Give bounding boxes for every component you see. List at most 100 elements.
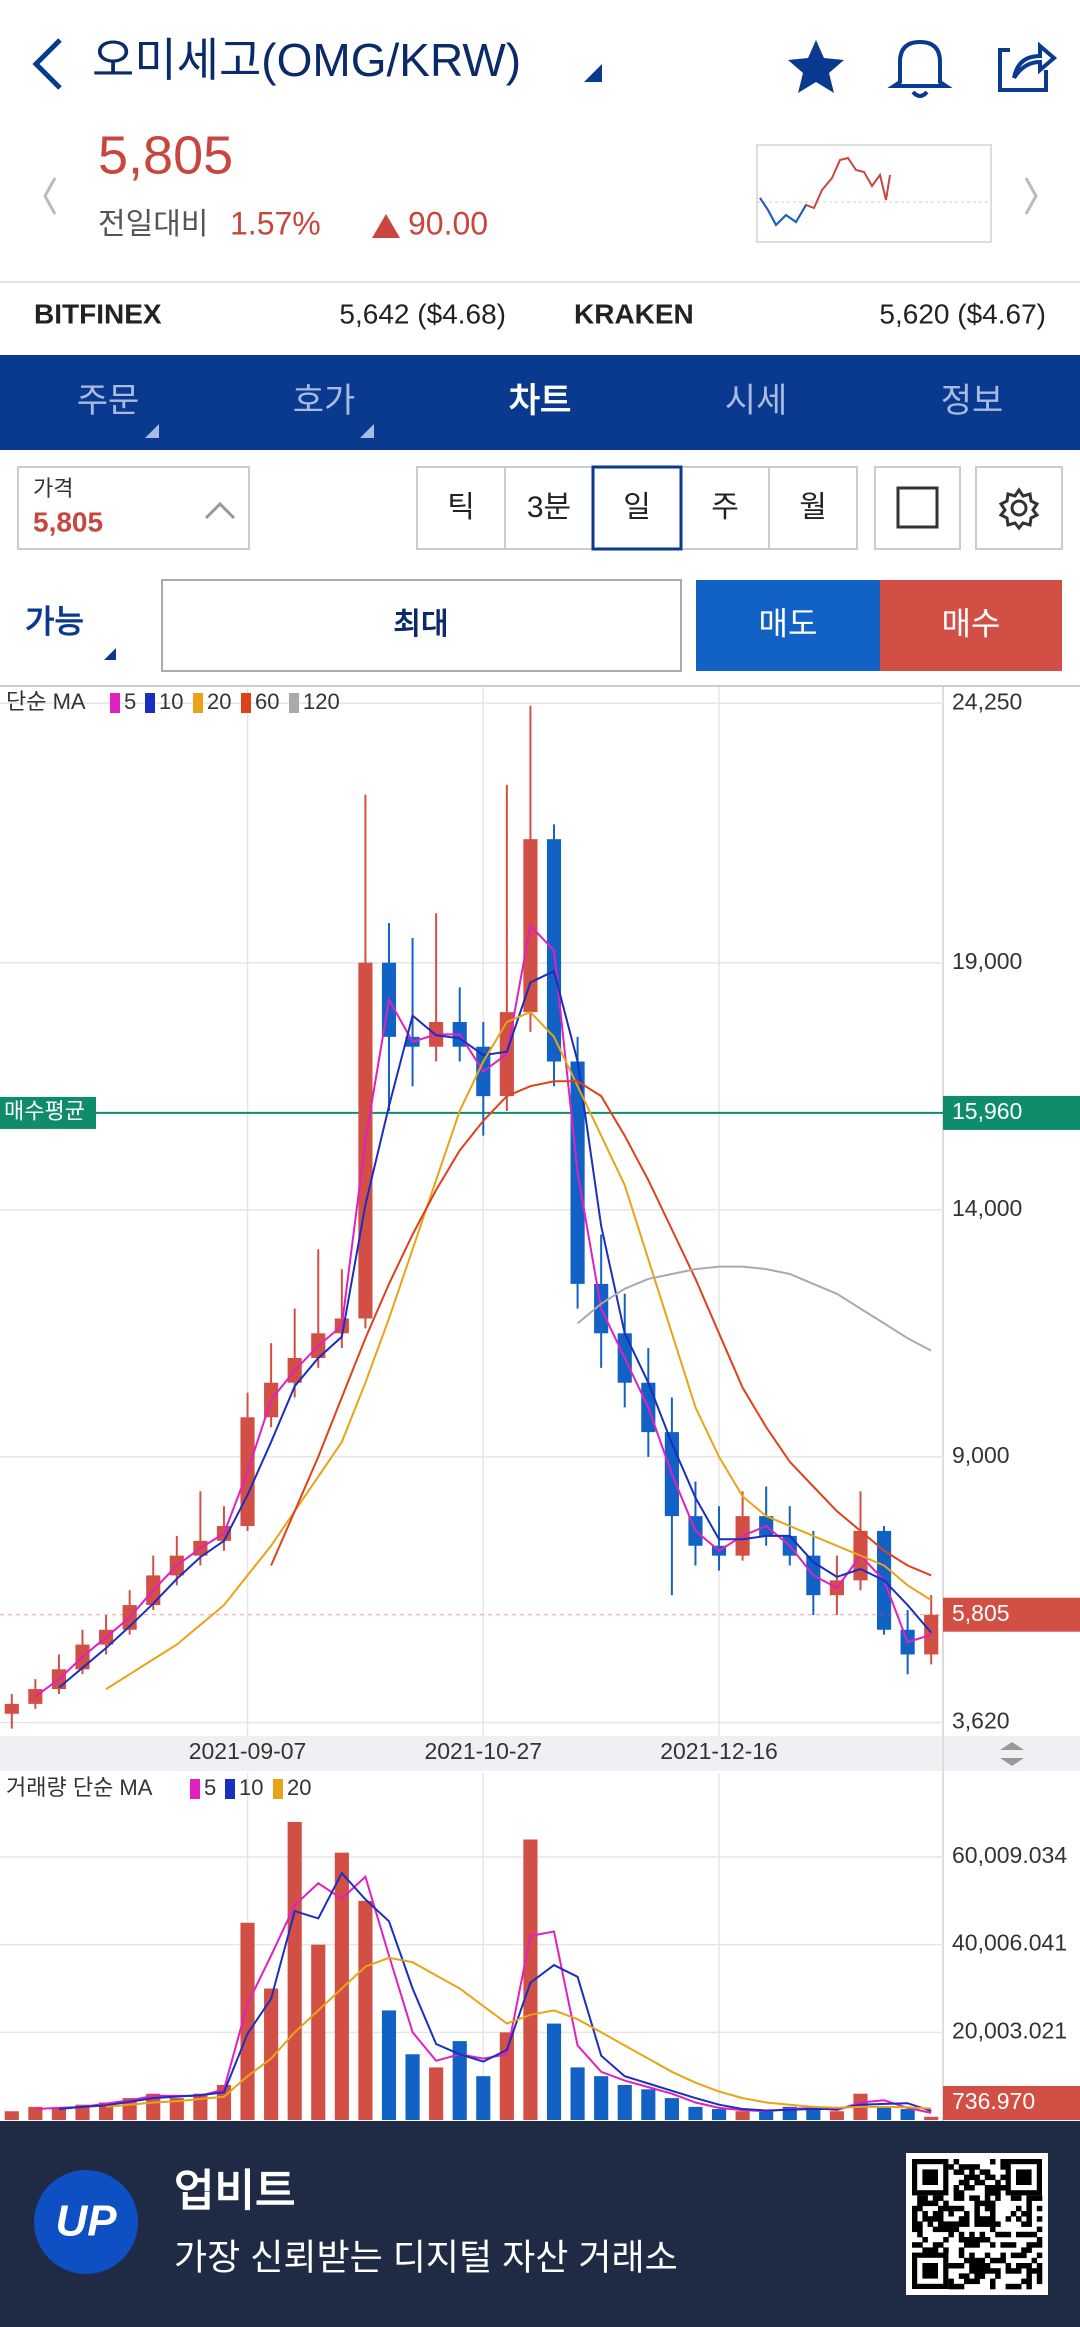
tab[interactable]: 정보 xyxy=(941,382,1004,420)
ma-line xyxy=(576,1265,932,1352)
qr-cell xyxy=(984,2205,991,2212)
qr-cell xyxy=(974,2221,980,2227)
volume-ma-line xyxy=(58,1871,932,2112)
qr-cell xyxy=(974,2179,980,2186)
qr-cell xyxy=(979,2200,986,2207)
qr-cell xyxy=(912,2226,918,2233)
qr-cell xyxy=(969,2195,975,2201)
qr-cell xyxy=(974,2242,980,2248)
qr-cell xyxy=(938,2205,944,2212)
qr-cell xyxy=(912,2221,918,2227)
qr-cell xyxy=(1036,2263,1043,2269)
qr-cell xyxy=(953,2221,960,2227)
legend-swatch xyxy=(145,693,155,713)
coin-title[interactable]: 오미세고(OMG/KRW) xyxy=(92,34,521,86)
interval-button[interactable] xyxy=(680,466,770,550)
exchange-name: BITFINEX xyxy=(34,298,162,329)
price-box-toggle[interactable] xyxy=(204,501,236,520)
qr-cell xyxy=(1005,2263,1012,2269)
qr-cell xyxy=(974,2263,980,2269)
qr-cell xyxy=(958,2179,965,2186)
qr-cell xyxy=(953,2263,960,2269)
max-button[interactable] xyxy=(161,579,682,672)
qr-cell xyxy=(1031,2195,1038,2201)
resize-handle[interactable] xyxy=(1000,1742,1024,1766)
ma-line xyxy=(34,923,932,1698)
tab[interactable]: 호가 xyxy=(293,382,356,420)
settings-button[interactable] xyxy=(975,466,1063,550)
qr-cell xyxy=(938,2226,944,2233)
qr-cell xyxy=(1026,2278,1032,2285)
ad-banner[interactable] xyxy=(0,2121,1080,2327)
qr-cell xyxy=(984,2252,991,2259)
price-box[interactable] xyxy=(17,466,250,550)
qr-cell xyxy=(943,2237,949,2243)
qr-cell xyxy=(990,2226,996,2233)
next-coin[interactable] xyxy=(1024,177,1038,215)
qr-cell xyxy=(1005,2268,1012,2274)
banner-subtitle: 가장 신뢰받는 디지털 자산 거래소 xyxy=(174,2237,678,2278)
available-dropdown[interactable] xyxy=(104,648,116,660)
interval-button[interactable] xyxy=(592,466,682,550)
qr-cell xyxy=(953,2226,960,2233)
qr-cell xyxy=(1036,2242,1043,2248)
qr-cell xyxy=(964,2237,970,2243)
tab[interactable]: 차트 xyxy=(509,382,572,420)
qr-cell xyxy=(1036,2205,1043,2212)
legend-swatch xyxy=(110,693,120,713)
legend-label: 10 xyxy=(159,689,183,714)
share-button[interactable] xyxy=(998,41,1058,92)
current-volume-tag xyxy=(943,2086,1080,2120)
tab[interactable]: 주문 xyxy=(77,382,140,420)
sell-button[interactable] xyxy=(696,580,880,671)
qr-cell xyxy=(953,2185,960,2191)
y-tick-label: 40,006.041 xyxy=(952,1930,1067,1956)
interval-button[interactable] xyxy=(416,466,506,550)
qr-cell xyxy=(932,2195,939,2201)
available-label[interactable]: 가능 xyxy=(25,603,84,639)
qr-cell xyxy=(969,2268,975,2274)
qr-cell xyxy=(974,2205,980,2212)
legend-label: 10 xyxy=(239,1775,263,1800)
buy-button[interactable] xyxy=(880,580,1062,671)
qr-cell xyxy=(979,2169,986,2175)
qr-cell xyxy=(948,2226,954,2233)
qr-cell xyxy=(984,2200,991,2207)
qr-cell xyxy=(1026,2268,1032,2274)
prev-coin[interactable] xyxy=(43,177,57,215)
qr-cell xyxy=(917,2195,923,2201)
qr-cell xyxy=(984,2185,991,2191)
qr-cell xyxy=(969,2242,975,2248)
tab[interactable]: 시세 xyxy=(725,382,788,420)
exchange-price: 5,620 ($4.67) xyxy=(879,298,1046,329)
title-dropdown[interactable] xyxy=(584,64,602,82)
back-button[interactable] xyxy=(32,38,62,90)
qr-cell xyxy=(1010,2242,1017,2248)
volume-bar xyxy=(287,1821,302,2120)
favorite-star[interactable] xyxy=(788,40,844,93)
qr-cell xyxy=(969,2263,975,2269)
interval-button[interactable] xyxy=(768,466,858,550)
avg-price-tag-label: 매수평균 xyxy=(4,1099,85,1124)
volume-bar xyxy=(688,2106,703,2120)
ma-line xyxy=(58,969,932,1689)
alarm-bell[interactable] xyxy=(887,39,953,98)
drawing-tool-button[interactable] xyxy=(874,466,961,550)
qr-cell xyxy=(912,2216,918,2222)
y-tick-label: 19,000 xyxy=(952,948,1022,974)
current-price: 5,805 xyxy=(98,125,233,185)
qr-cell xyxy=(974,2237,980,2243)
qr-cell xyxy=(995,2221,1001,2227)
up-triangle xyxy=(372,214,400,238)
qr-cell xyxy=(990,2211,996,2217)
qr-cell xyxy=(932,2211,939,2217)
qr-cell xyxy=(979,2268,986,2274)
qr-cell xyxy=(1016,2283,1022,2290)
volume-bar xyxy=(4,2111,19,2120)
qr-cell xyxy=(979,2263,986,2269)
qr-cell xyxy=(938,2211,944,2217)
qr-cell xyxy=(1000,2164,1006,2170)
volume-bar xyxy=(476,2076,491,2120)
qr-cell xyxy=(984,2190,991,2196)
